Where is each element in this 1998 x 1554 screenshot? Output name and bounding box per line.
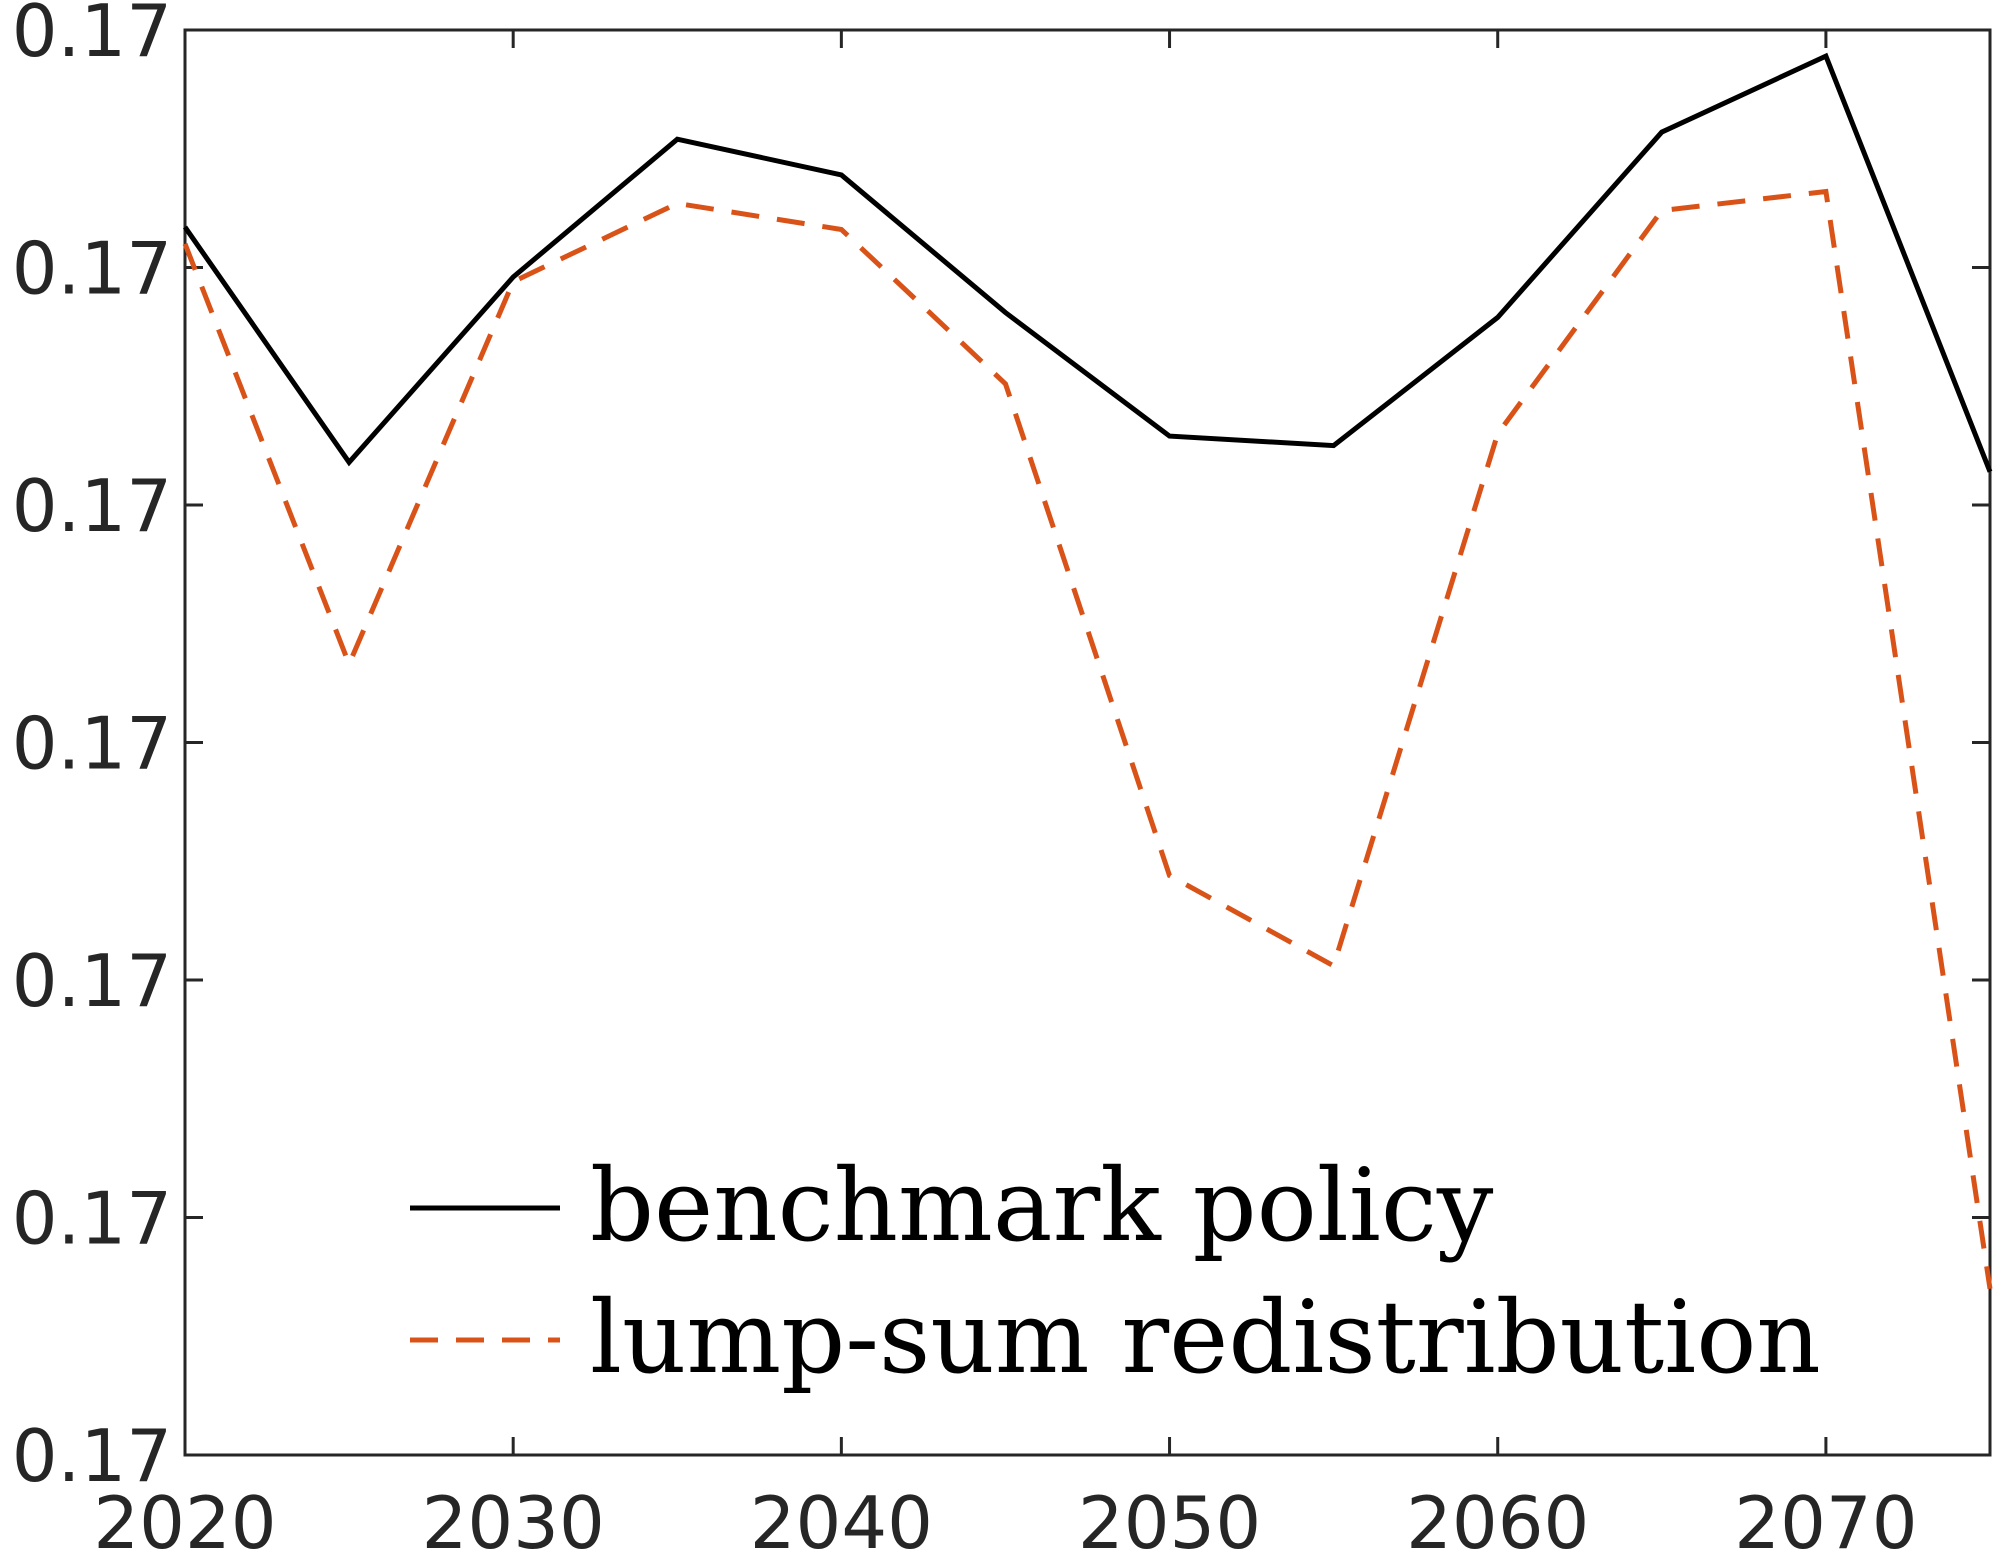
axis-tick-labels: 2020 2030 2040 2050 2060 2070 0.17 0.17 0.17 0.17… [12, 0, 1918, 1554]
legend-label: benchmark policy [590, 1147, 1494, 1264]
x-tick-label: 2050 [1078, 1481, 1261, 1554]
series-line-1 [182, 52, 1993, 473]
axis-ticks [183, 28, 1990, 1457]
y-tick-label: 0.17 [12, 702, 172, 786]
y-tick-label: 0.17 [12, 939, 172, 1023]
x-tick-label: 2070 [1734, 1481, 1917, 1554]
series-line-2 [182, 188, 1993, 1290]
y-tick-label: 0.17 [12, 1414, 172, 1498]
y-tick-label: 0.17 [12, 1177, 172, 1261]
legend-label: lump-sum redistribution [590, 1279, 1821, 1396]
y-tick-label: 0.17 [12, 0, 172, 73]
plot-area [183, 28, 1992, 1457]
x-tick-label: 2020 [93, 1481, 276, 1554]
y-tick-label: 0.17 [12, 227, 172, 311]
legend: benchmark policy lump-sum redistribution [410, 1147, 1821, 1396]
x-tick-label: 2060 [1406, 1481, 1589, 1554]
y-tick-label: 0.17 [12, 464, 172, 548]
series-lines [182, 52, 1993, 1290]
x-tick-label: 2030 [422, 1481, 605, 1554]
x-tick-label: 2040 [750, 1481, 933, 1554]
